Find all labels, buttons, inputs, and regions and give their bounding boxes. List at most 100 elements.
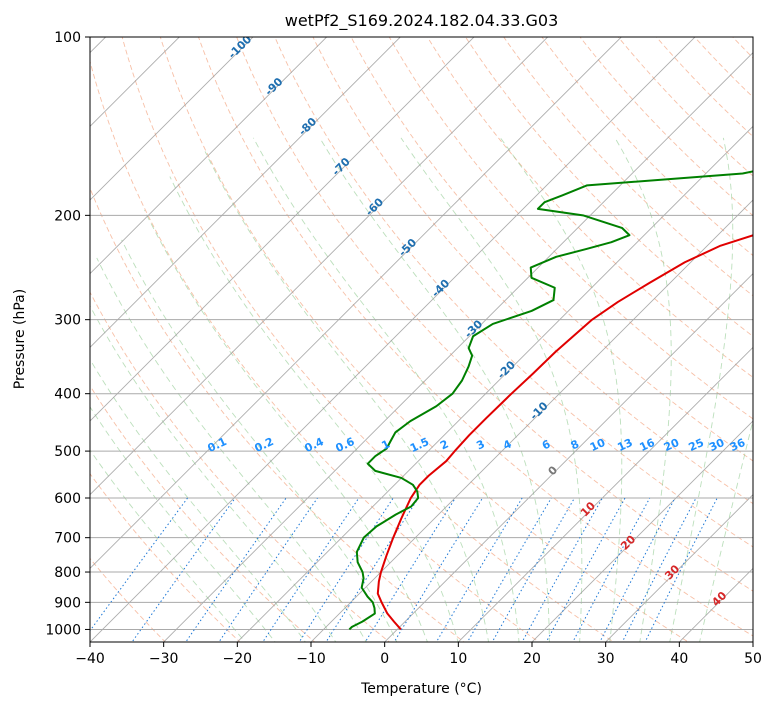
isotherm-label: -90	[262, 75, 285, 98]
mixing-ratio-line	[325, 497, 419, 642]
isotherm-label: -40	[429, 276, 452, 299]
x-tick-label: 40	[670, 651, 688, 667]
isotherm-line	[90, 37, 401, 348]
mixing-ratio-line	[262, 497, 360, 642]
isotherm-line	[90, 37, 475, 422]
dry-adiabat	[198, 37, 753, 637]
moist-adiabat	[90, 305, 337, 642]
dry-adiabat	[90, 472, 241, 642]
dry-adiabat	[90, 187, 465, 642]
moist-adiabat	[669, 137, 734, 642]
isotherm-line	[90, 37, 254, 201]
dry-adiabat	[503, 37, 753, 297]
mixing-ratio-line	[466, 497, 552, 642]
moist-adiabat	[90, 449, 246, 642]
y-tick-label: 1000	[45, 622, 81, 638]
mixing-ratio-label: 0.1	[206, 435, 229, 455]
mixing-ratio-line	[644, 497, 718, 642]
isotherm-line	[90, 37, 549, 496]
moist-adiabat	[500, 137, 623, 642]
y-tick-label: 800	[54, 565, 81, 581]
isotherm-line	[384, 273, 753, 642]
mixing-ratio-label: 36	[728, 436, 748, 454]
y-tick-label: 700	[54, 531, 81, 547]
dry-adiabat	[388, 37, 753, 420]
mixing-ratio-label: 2	[438, 438, 450, 453]
isotherm-line	[605, 494, 753, 642]
x-tick-label: 30	[597, 651, 615, 667]
moist-adiabat	[143, 209, 428, 642]
isotherm-label: -20	[495, 358, 518, 381]
mixing-ratio-label: 1	[380, 438, 392, 453]
moist-adiabat	[614, 137, 672, 642]
x-tick-label: −10	[296, 651, 326, 667]
mixing-ratio-line	[364, 497, 456, 642]
dry-adiabat	[617, 37, 753, 177]
mixing-ratio-line	[185, 497, 287, 642]
mixing-ratio-label: 16	[638, 436, 658, 454]
mixing-ratio-label: 20	[662, 436, 682, 454]
dry-adiabat	[121, 37, 615, 642]
moist-adiabat	[400, 137, 583, 642]
isotherm-line	[90, 37, 696, 642]
mixing-ratio-line	[621, 497, 697, 642]
moist-adiabat	[121, 239, 398, 642]
mixing-ratio-label: 25	[687, 436, 706, 454]
x-tick-label: 10	[449, 651, 467, 667]
isotherm-line	[531, 420, 753, 642]
dry-adiabat	[350, 37, 753, 462]
isotherm-label: 0	[546, 463, 561, 478]
mixing-ratio-label: 3	[474, 438, 486, 453]
mixing-ratio-label: 0.2	[253, 435, 276, 455]
x-tick-label: −30	[149, 651, 179, 667]
mixing-ratio-label: 30	[707, 436, 727, 454]
mixing-ratio-line	[491, 497, 575, 642]
x-tick-label: 0	[380, 651, 389, 667]
dewpoint-profile	[348, 170, 753, 631]
y-tick-label: 100	[54, 30, 81, 46]
dry-adiabat	[655, 37, 753, 138]
isotherm-label: -30	[462, 317, 485, 340]
isotherm-line	[457, 346, 753, 642]
x-tick-label: 20	[523, 651, 541, 667]
isotherm-line	[0, 10, 59, 654]
y-tick-label: 400	[54, 387, 81, 403]
isotherm-line	[90, 37, 180, 127]
x-tick-label: −20	[223, 651, 253, 667]
dry-adiabat	[579, 37, 753, 217]
isotherm-label: -10	[527, 399, 550, 422]
mixing-ratio-line	[435, 497, 523, 642]
y-axis-label: Pressure (hPa)	[12, 289, 28, 389]
y-tick-label: 600	[54, 491, 81, 507]
y-tick-label: 300	[54, 313, 81, 329]
isotherm-label: -70	[330, 155, 353, 178]
dry-adiabat	[159, 37, 690, 642]
isotherm-line	[752, 641, 753, 642]
moist-adiabat	[204, 151, 490, 642]
y-tick-label: 500	[54, 444, 81, 460]
dry-adiabat	[90, 59, 540, 642]
dry-adiabat	[732, 37, 753, 59]
mixing-ratio-line	[545, 497, 626, 642]
moist-adiabat	[90, 358, 306, 642]
isotherm-line	[163, 52, 753, 642]
mixing-ratio-label: 0.4	[303, 435, 326, 455]
y-tick-label: 900	[54, 595, 81, 611]
x-tick-label: 50	[744, 651, 762, 667]
isotherm-line	[90, 37, 622, 569]
moist-adiabat	[319, 137, 550, 642]
mixing-ratio-line	[218, 497, 318, 642]
mixing-ratio-line	[521, 497, 603, 642]
dry-adiabat	[312, 37, 753, 505]
mixing-ratio-label: 8	[569, 438, 581, 453]
isotherm-label: 10	[578, 499, 598, 519]
isotherm-line	[90, 37, 328, 275]
mixing-ratio-line	[131, 497, 236, 642]
isotherm-label: 40	[709, 589, 729, 609]
dry-adiabat	[465, 37, 753, 337]
moist-adiabat	[253, 137, 520, 642]
chart-title: wetPf2_S169.2024.182.04.33.G03	[285, 11, 559, 31]
mixing-ratio-label: 10	[588, 436, 608, 454]
moist-adiabat	[96, 257, 367, 642]
dry-adiabat	[541, 37, 753, 257]
